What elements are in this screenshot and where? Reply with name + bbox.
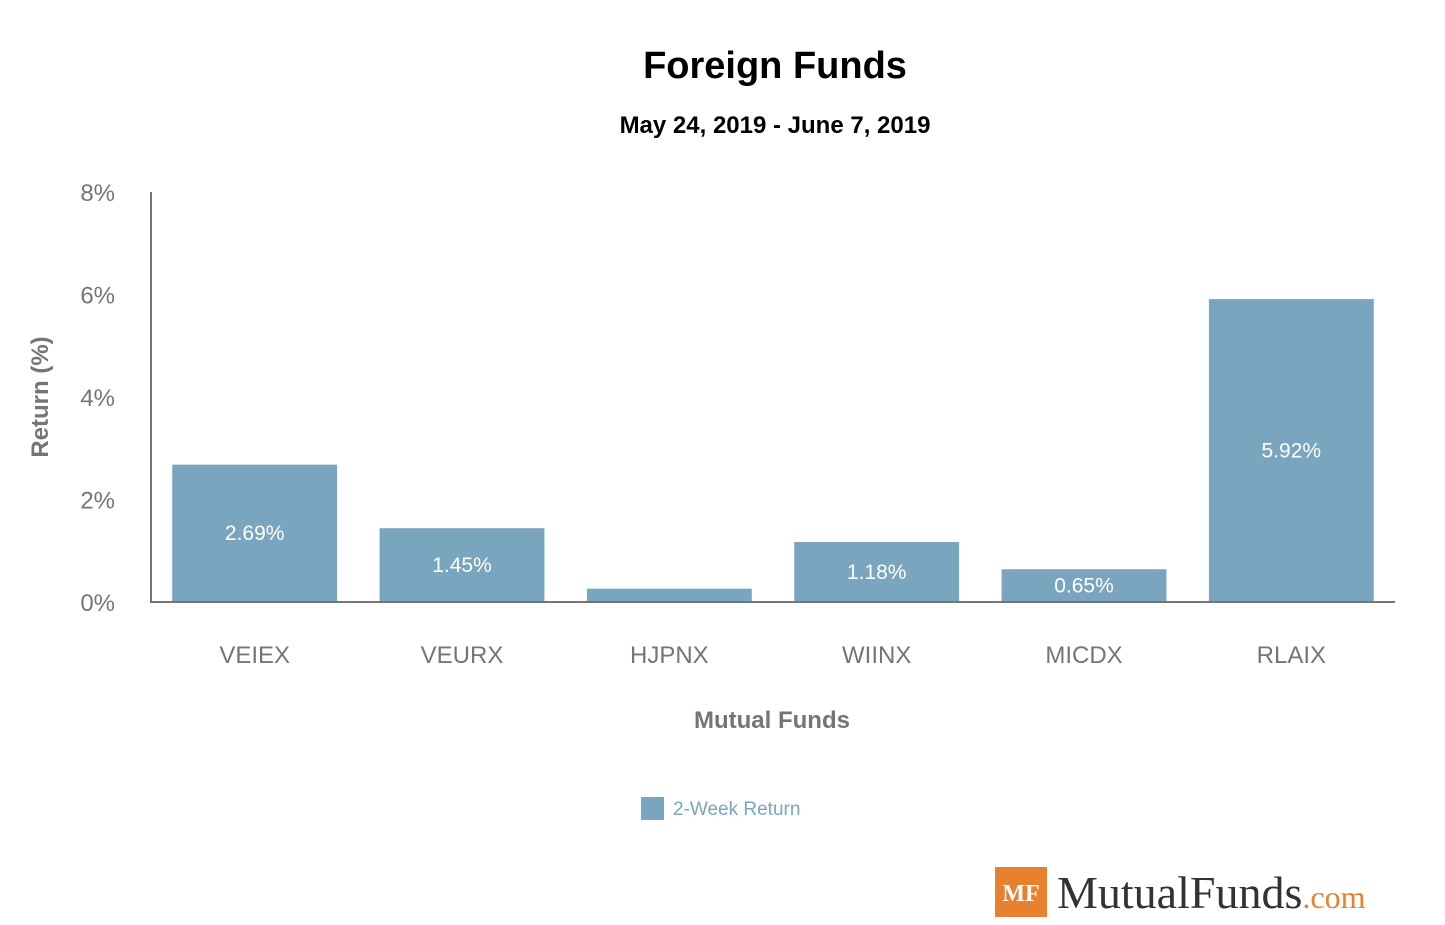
bar-value-label: 0.65%: [1054, 574, 1114, 597]
bar-value-label: 1.45%: [432, 554, 492, 577]
logo: MF MutualFunds.com: [995, 867, 1366, 918]
y-tick-label: 6%: [80, 283, 115, 310]
x-tick-label: MICDX: [1045, 642, 1122, 669]
chart-subtitle: May 24, 2019 - June 7, 2019: [620, 112, 931, 139]
bar-value-label: 5.92%: [1262, 439, 1322, 462]
bar-value-label: 1.18%: [847, 561, 907, 584]
bar-hjpnx: [585, 587, 753, 603]
y-tick-label: 4%: [80, 385, 115, 412]
bar-micdx: [1000, 568, 1168, 603]
y-tick-label: 2%: [80, 488, 115, 515]
x-tick-label: WIINX: [842, 642, 911, 669]
y-tick-label: 0%: [80, 590, 115, 617]
bar-labels-group: 2.69% 1.45% 1.18% 0.65% 5.92%: [225, 439, 1321, 597]
chart-title: Foreign Funds: [643, 45, 907, 87]
logo-wordmark: MutualFunds.com: [1057, 867, 1366, 918]
logo-name: MutualFunds: [1057, 867, 1302, 918]
bar-value-label: 2.69%: [225, 522, 285, 545]
bar-rlaix: [1207, 298, 1375, 603]
bar-wiinx: [793, 541, 961, 603]
x-tick-label: RLAIX: [1257, 642, 1326, 669]
x-tick-label: VEIEX: [219, 642, 290, 669]
legend-swatch: [641, 797, 664, 820]
logo-badge: [995, 867, 1047, 917]
x-tick-label: VEURX: [421, 642, 504, 669]
legend-label: 2-Week Return: [673, 799, 800, 820]
y-axis-title: Return (%): [27, 336, 54, 457]
legend[interactable]: 2-Week Return: [641, 797, 800, 820]
bar-veurx: [378, 527, 546, 603]
bar-veiex: [171, 463, 339, 603]
logo-badge-text: MF: [1002, 881, 1039, 907]
y-axis-ticks: 0% 2% 4% 6% 8%: [80, 180, 115, 617]
y-tick-label: 8%: [80, 180, 115, 207]
x-tick-label: HJPNX: [630, 642, 709, 669]
logo-suffix: .com: [1302, 879, 1365, 915]
x-axis-title: Mutual Funds: [694, 707, 850, 734]
x-axis-ticks: VEIEX VEURX HJPNX WIINX MICDX RLAIX: [219, 642, 1326, 669]
bars-group: [171, 298, 1375, 603]
